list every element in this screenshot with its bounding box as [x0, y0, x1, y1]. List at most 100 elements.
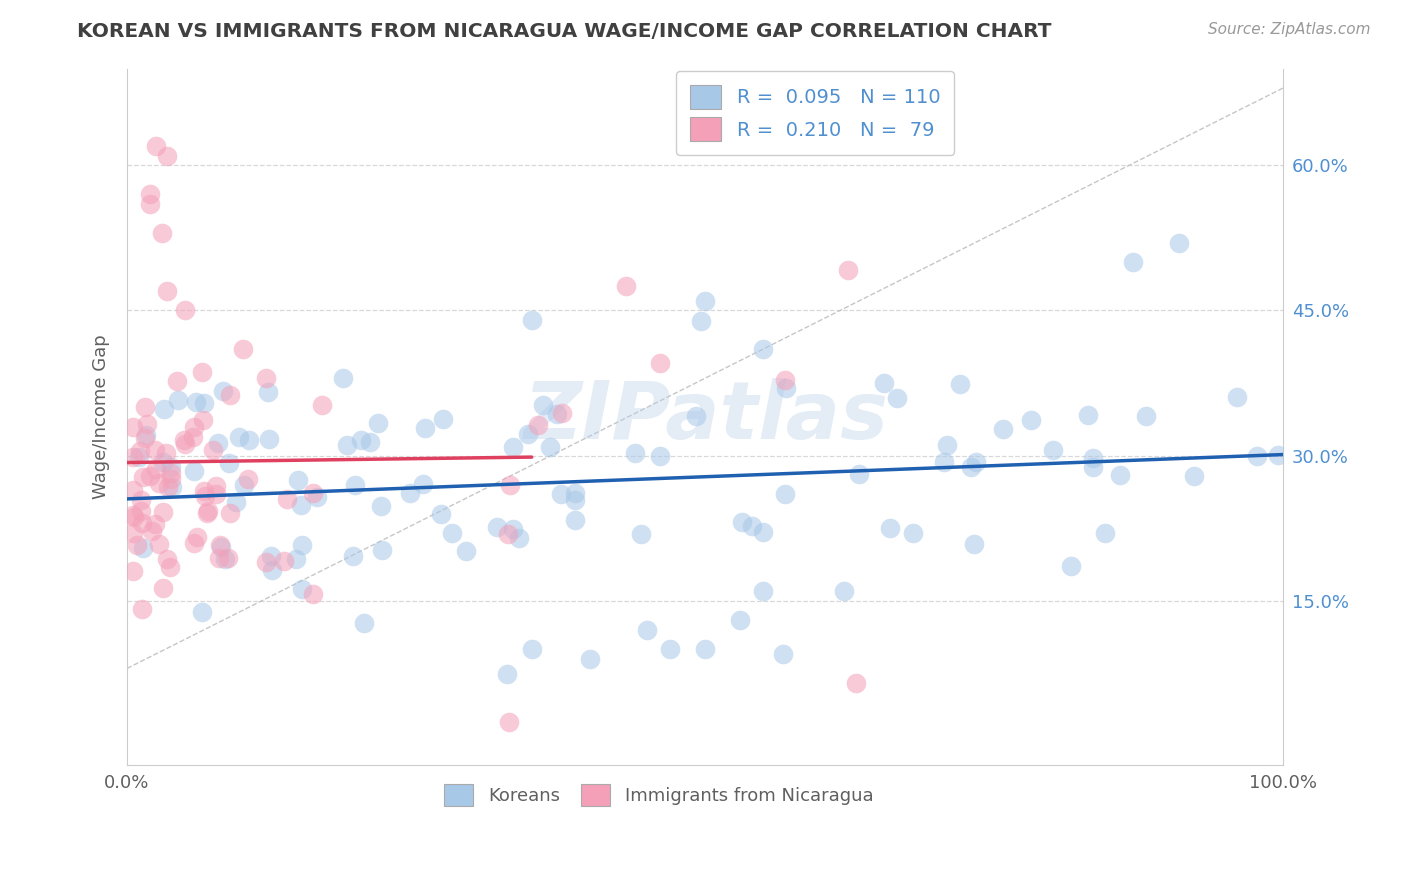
Point	[837, 263, 859, 277]
Point	[520, 313, 543, 327]
Point	[173, 433, 195, 447]
Point	[349, 433, 371, 447]
Point	[156, 284, 179, 298]
Point	[232, 342, 254, 356]
Point	[342, 549, 364, 563]
Point	[128, 450, 150, 464]
Point	[546, 407, 568, 421]
Point	[214, 551, 236, 566]
Point	[186, 530, 208, 544]
Point	[965, 455, 987, 469]
Point	[496, 527, 519, 541]
Point	[193, 413, 215, 427]
Point	[201, 443, 224, 458]
Point	[1083, 459, 1105, 474]
Point	[143, 517, 166, 532]
Point	[273, 554, 295, 568]
Point	[844, 676, 866, 690]
Point	[183, 464, 205, 478]
Point	[218, 456, 240, 470]
Point	[152, 505, 174, 519]
Point	[370, 499, 392, 513]
Point	[290, 498, 312, 512]
Point	[287, 473, 309, 487]
Point	[1226, 390, 1249, 404]
Point	[152, 581, 174, 595]
Point	[731, 515, 754, 529]
Point	[121, 450, 143, 464]
Point	[122, 509, 145, 524]
Point	[183, 419, 205, 434]
Point	[564, 492, 586, 507]
Point	[225, 495, 247, 509]
Point	[728, 613, 751, 627]
Text: Source: ZipAtlas.com: Source: ZipAtlas.com	[1208, 22, 1371, 37]
Point	[520, 642, 543, 657]
Point	[508, 531, 530, 545]
Point	[353, 615, 375, 630]
Point	[254, 371, 277, 385]
Point	[148, 537, 170, 551]
Point	[578, 652, 600, 666]
Point	[121, 564, 143, 578]
Point	[1060, 558, 1083, 573]
Point	[150, 226, 173, 240]
Point	[181, 430, 204, 444]
Point	[260, 563, 283, 577]
Point	[228, 429, 250, 443]
Point	[122, 508, 145, 523]
Point	[531, 398, 554, 412]
Point	[741, 518, 763, 533]
Point	[160, 480, 183, 494]
Point	[132, 541, 155, 555]
Point	[359, 435, 381, 450]
Point	[399, 486, 422, 500]
Point	[127, 537, 149, 551]
Point	[183, 535, 205, 549]
Point	[257, 384, 280, 399]
Point	[152, 401, 174, 416]
Point	[502, 441, 524, 455]
Point	[134, 431, 156, 445]
Point	[429, 507, 451, 521]
Point	[1109, 467, 1132, 482]
Point	[121, 525, 143, 540]
Point	[752, 584, 775, 599]
Point	[773, 487, 796, 501]
Y-axis label: Wage/Income Gap: Wage/Income Gap	[93, 334, 110, 500]
Point	[991, 422, 1014, 436]
Point	[1019, 413, 1042, 427]
Point	[1077, 408, 1099, 422]
Point	[173, 437, 195, 451]
Point	[129, 504, 152, 518]
Point	[775, 381, 797, 395]
Point	[432, 412, 454, 426]
Point	[160, 466, 183, 480]
Point	[564, 513, 586, 527]
Point	[155, 446, 177, 460]
Point	[129, 493, 152, 508]
Point	[772, 647, 794, 661]
Point	[1182, 469, 1205, 483]
Text: ZIPatlas: ZIPatlas	[523, 378, 887, 456]
Text: KOREAN VS IMMIGRANTS FROM NICARAGUA WAGE/INCOME GAP CORRELATION CHART: KOREAN VS IMMIGRANTS FROM NICARAGUA WAGE…	[77, 22, 1052, 41]
Point	[832, 584, 855, 599]
Point	[218, 506, 240, 520]
Point	[208, 550, 231, 565]
Point	[135, 428, 157, 442]
Point	[960, 459, 983, 474]
Point	[517, 427, 540, 442]
Point	[290, 582, 312, 597]
Point	[232, 478, 254, 492]
Point	[685, 409, 707, 423]
Point	[195, 506, 218, 520]
Point	[1094, 525, 1116, 540]
Point	[550, 486, 572, 500]
Point	[191, 365, 214, 379]
Point	[284, 552, 307, 566]
Point	[495, 666, 517, 681]
Point	[1042, 443, 1064, 458]
Point	[527, 418, 550, 433]
Point	[145, 139, 167, 153]
Point	[122, 483, 145, 498]
